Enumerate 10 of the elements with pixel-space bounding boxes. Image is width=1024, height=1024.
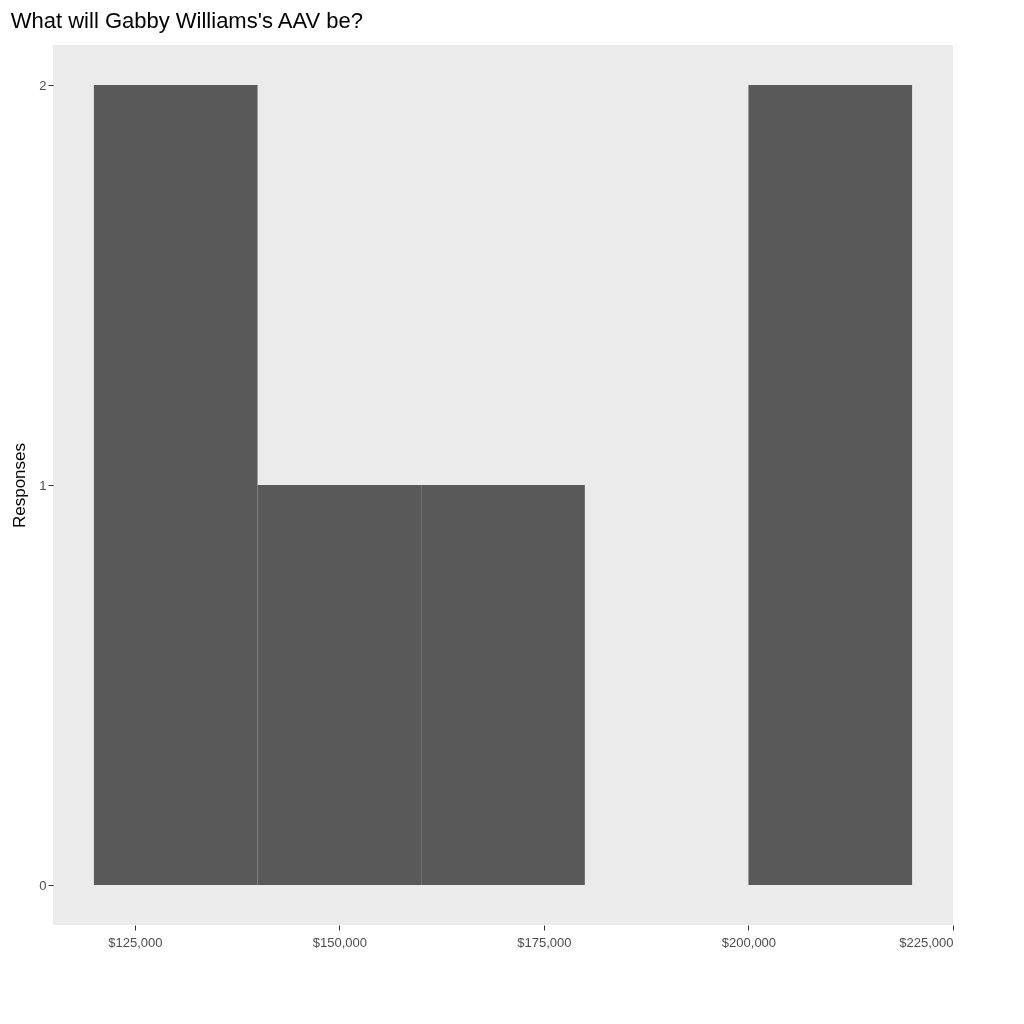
x-tick-label: $200,000 xyxy=(721,934,777,950)
x-tick-label: $225,000 xyxy=(899,934,954,950)
x-tick-label: $125,000 xyxy=(108,934,163,950)
y-tick-label: 2 xyxy=(39,77,47,93)
x-tick-label: $150,000 xyxy=(312,934,367,950)
y-axis-title: Responses xyxy=(10,442,30,529)
chart-title: What will Gabby Williams's AAV be? xyxy=(10,8,364,33)
x-tick-label: $175,000 xyxy=(517,934,572,950)
y-tick-label: 1 xyxy=(39,477,47,493)
y-tick-label: 0 xyxy=(39,877,47,893)
